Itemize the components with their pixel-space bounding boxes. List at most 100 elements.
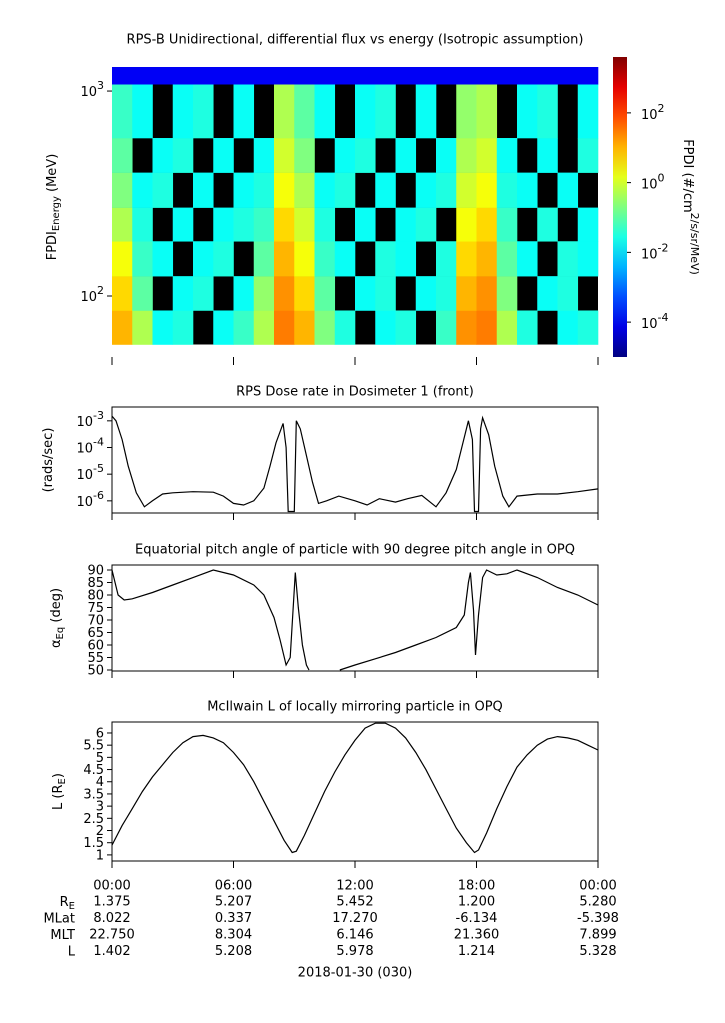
spectrogram-cell — [132, 67, 153, 85]
spectrogram-cell — [436, 276, 457, 311]
spectrogram-cell — [517, 172, 538, 208]
y-axis-label: αEq (deg) — [49, 588, 67, 648]
ephemeris-value: 8.022 — [93, 911, 130, 926]
spectrogram-cell — [496, 241, 518, 277]
spectrogram-cell — [537, 67, 558, 85]
label-part: MLT — [50, 928, 75, 943]
spectrogram-cell — [253, 67, 275, 85]
spectrogram-cell — [395, 241, 417, 277]
y-tick-label: 90 — [87, 564, 104, 579]
spectrogram-cell — [496, 207, 518, 242]
ephemeris-value: 5.280 — [579, 895, 616, 910]
spectrogram-cell — [274, 207, 295, 242]
spectrogram-cell — [253, 276, 275, 311]
spectrogram-cell — [213, 207, 234, 242]
y-tick-label: 5 — [96, 751, 104, 766]
spectrogram-cell — [314, 207, 336, 242]
spectrogram-cell — [274, 241, 295, 277]
spectrogram-cell — [577, 84, 599, 139]
spectrogram-cell — [233, 172, 255, 208]
spectrogram-cell — [355, 207, 376, 242]
colorbar-tick-label: 10-4 — [641, 311, 669, 332]
y-tick-label: 1.5 — [83, 836, 104, 851]
ephemeris-value: 1.375 — [93, 895, 130, 910]
spectrogram-cell — [112, 172, 133, 208]
ephemeris-value: 5.452 — [336, 895, 373, 910]
y-tick-label: 10-3 — [76, 409, 104, 430]
spectrogram-cell — [314, 172, 336, 208]
label-part: FPDI — [45, 231, 60, 260]
spectrogram-cell — [395, 310, 417, 345]
spectrogram-cell — [496, 276, 518, 311]
spectrogram-cell — [395, 138, 417, 173]
spectrogram-cell — [152, 67, 174, 85]
spectrogram-cell — [456, 310, 477, 345]
ephemeris-value: 0.337 — [215, 911, 252, 926]
spectrogram-cell — [557, 276, 579, 311]
spectrogram-cell — [436, 67, 457, 85]
ephemeris-value: 1.402 — [93, 944, 130, 959]
y-tick-label: 4.5 — [83, 763, 104, 778]
label-part: Eq — [55, 627, 66, 640]
spectrogram-cell — [213, 241, 234, 277]
spectrogram-cell — [132, 172, 153, 208]
y-tick-label: 10-5 — [76, 462, 104, 483]
spectrogram-cell — [557, 172, 579, 208]
spectrogram-cell — [294, 67, 315, 85]
spectrogram-cell — [537, 84, 558, 139]
spectrogram-cell — [334, 138, 356, 173]
spectrogram-cell — [294, 172, 315, 208]
spectrogram-cell — [132, 241, 153, 277]
spectrogram-cell — [476, 172, 498, 208]
data-line — [111, 569, 599, 671]
x-tick-label: 12:00 — [336, 879, 373, 894]
spectrogram-cell — [496, 172, 518, 208]
spectrogram-cell — [132, 310, 153, 345]
spectrogram-cell — [517, 67, 538, 85]
spectrogram-cell — [456, 276, 477, 311]
y-axis-label: FPDIEnergy (MeV) — [45, 154, 63, 261]
y-axis-label: L (RE) — [51, 773, 69, 810]
y-tick-label: 2 — [96, 824, 104, 839]
spectrogram-cell — [253, 310, 275, 345]
spectrogram-cell — [213, 310, 234, 345]
spectrogram-cell — [517, 84, 538, 139]
spectrogram-cell — [476, 241, 498, 277]
spectrogram-cell — [577, 241, 599, 277]
spectrogram-cell — [233, 207, 255, 242]
ephemeris-value: 21.360 — [454, 928, 500, 943]
spectrogram-cell — [476, 310, 498, 345]
spectrogram-cell — [112, 241, 133, 277]
spectrogram-cell — [436, 310, 457, 345]
spectrogram-cell — [314, 310, 336, 345]
spectrogram-cell — [375, 67, 396, 85]
ephemeris-value: 1.214 — [458, 944, 495, 959]
ephemeris-value: 8.304 — [215, 928, 252, 943]
spectrogram-cell — [172, 138, 194, 173]
spectrogram-cell — [193, 67, 214, 85]
spectrogram-cell — [496, 310, 518, 345]
panel-title: RPS-B Unidirectional, differential flux … — [127, 33, 584, 48]
ephemeris-value: 5.207 — [215, 895, 252, 910]
spectrogram-cell — [415, 67, 437, 85]
y-tick-label: 102 — [80, 284, 104, 305]
spectrogram-cell — [456, 84, 477, 139]
data-line — [111, 415, 599, 513]
x-tick-label: 06:00 — [215, 879, 252, 894]
label-part: Energy — [51, 196, 62, 231]
ephemeris-value: -5.398 — [577, 911, 619, 926]
label-part: (MeV) — [45, 154, 60, 196]
spectrogram-cell — [355, 276, 376, 311]
ephemeris-value: 5.328 — [579, 944, 616, 959]
spectrogram-cell — [334, 241, 356, 277]
spectrogram-cell — [294, 84, 315, 139]
spectrogram-cell — [355, 67, 376, 85]
spectrogram-cell — [274, 67, 295, 85]
x-tick-label: 18:00 — [458, 879, 495, 894]
spectrogram-cell — [274, 172, 295, 208]
spectrogram-cell — [375, 241, 396, 277]
spectrogram-cell — [193, 276, 214, 311]
ephemeris-value: 5.978 — [336, 944, 373, 959]
y-tick-label: 75 — [87, 601, 104, 616]
